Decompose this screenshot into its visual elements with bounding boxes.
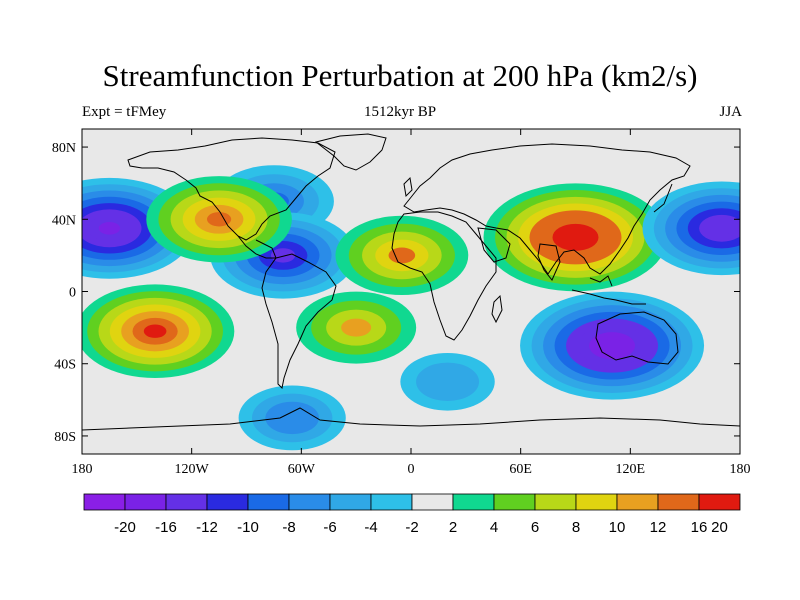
field-feature [642, 181, 740, 276]
colorbar-swatch [493, 493, 536, 511]
contour-fields [82, 165, 740, 451]
x-tick-label: 180 [730, 462, 751, 477]
contour-band [278, 409, 306, 426]
colorbar-label: 16 [691, 519, 708, 536]
y-tick-label: 40S [54, 358, 76, 373]
colorbar-swatch [452, 493, 495, 511]
colorbar-label: 6 [531, 519, 539, 536]
colorbar-label: -10 [237, 519, 259, 536]
contour-band [710, 221, 734, 236]
field-feature [335, 215, 469, 295]
contour-band [388, 247, 416, 264]
colorbar-swatch [329, 493, 372, 511]
colorbar-label: -12 [196, 519, 218, 536]
colorbar-swatch [247, 493, 290, 511]
y-axis: 80N 40N 0 40S 80S [52, 141, 740, 445]
colorbar: -20 -16 -12 -10 -8 -6 -4 -2 2 4 6 8 10 12 16 20 [83, 493, 741, 536]
colorbar-swatch [575, 493, 618, 511]
colorbar-label: 12 [650, 519, 667, 536]
field-feature [238, 385, 346, 451]
colorbar-swatch [288, 493, 331, 511]
contour-band [206, 212, 232, 227]
colorbar-swatch [124, 493, 167, 511]
colorbar-label: 8 [572, 519, 580, 536]
contour-band [143, 324, 167, 338]
contour-band [431, 372, 464, 392]
colorbar-label: -8 [282, 519, 295, 536]
y-tick-label: 80S [54, 430, 76, 445]
colorbar-label: -4 [364, 519, 377, 536]
x-tick-label: 0 [408, 462, 415, 477]
field-feature [82, 284, 235, 379]
y-tick-label: 0 [69, 286, 76, 301]
colorbar-label: -2 [405, 519, 418, 536]
x-tick-label: 180 [72, 462, 93, 477]
field-feature [296, 291, 417, 364]
colorbar-swatch [370, 493, 413, 511]
x-axis: 180 120W 60W 0 60E 120E 180 [72, 129, 751, 477]
contour-band [341, 318, 372, 337]
season-label: JJA [719, 104, 742, 120]
contour-band [98, 222, 121, 235]
x-tick-label: 60E [509, 462, 532, 477]
chart-title: Streamfunction Perturbation at 200 hPa (… [102, 58, 698, 93]
contour-band [270, 248, 296, 263]
contour-band [600, 338, 624, 353]
colorbar-label: -16 [155, 519, 177, 536]
time-label: 1512kyr BP [363, 104, 437, 120]
colorbar-swatch [616, 493, 659, 511]
experiment-label: Expt = tFMey [82, 104, 167, 120]
colorbar-label: 10 [609, 519, 626, 536]
x-tick-label: 120W [175, 462, 210, 477]
y-tick-label: 40N [52, 213, 76, 228]
colorbar-label: 4 [490, 519, 498, 536]
field-feature [483, 183, 668, 292]
colorbar-swatch [657, 493, 700, 511]
coastlines [82, 133, 740, 431]
colorbar-label: -20 [114, 519, 136, 536]
y-tick-label: 80N [52, 141, 76, 156]
colorbar-swatch [165, 493, 208, 511]
colorbar-swatch [206, 493, 249, 511]
x-tick-label: 120E [616, 462, 646, 477]
colorbar-label: 20 [711, 519, 728, 536]
colorbar-swatch [411, 493, 454, 511]
colorbar-swatch [698, 493, 741, 511]
colorbar-label: 2 [449, 519, 457, 536]
contour-band [564, 230, 587, 245]
colorbar-swatch [83, 493, 126, 511]
field-feature [520, 291, 705, 400]
x-tick-label: 60W [288, 462, 316, 477]
colorbar-swatch [534, 493, 577, 511]
colorbar-label: -6 [323, 519, 336, 536]
field-feature [400, 352, 495, 411]
field-feature [146, 176, 292, 263]
